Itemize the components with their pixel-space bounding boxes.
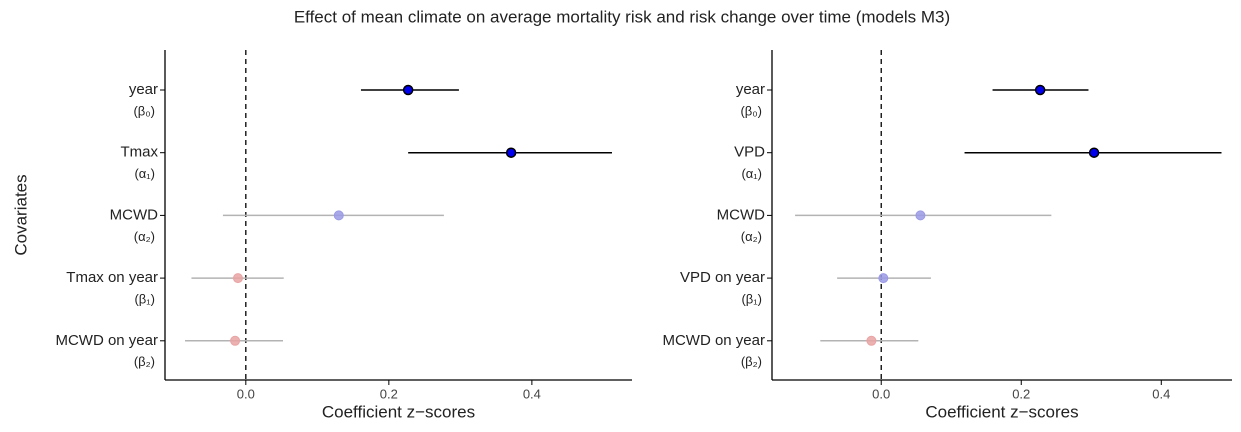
category-symbol: (β₀) [740, 103, 762, 118]
category-label: MCWD [110, 206, 158, 223]
x-axis-label: Coefficient z−scores [925, 402, 1078, 421]
category-symbol: (β₁) [134, 292, 155, 307]
category-symbol: (β₁) [741, 292, 762, 307]
point [1088, 147, 1100, 158]
point [878, 273, 889, 284]
point [915, 210, 926, 221]
x-tick-label: 0.0 [872, 386, 890, 401]
category-label: year [129, 81, 158, 98]
point [402, 84, 414, 96]
y-axis-label: Covariates [11, 174, 30, 255]
category-symbol: (α₂) [741, 229, 762, 244]
category-symbol: (β₂) [741, 354, 762, 369]
category-symbol: (α₂) [134, 229, 155, 244]
x-axis-label: Coefficient z−scores [322, 402, 475, 421]
point [505, 147, 517, 158]
x-tick-label: 0.4 [1152, 386, 1170, 401]
point [333, 210, 344, 221]
category-label: MCWD on year [55, 332, 158, 349]
x-tick-label: 0.0 [237, 386, 255, 401]
x-tick-label: 0.2 [1012, 386, 1030, 401]
point [230, 335, 241, 346]
category-label: MCWD [717, 206, 765, 223]
category-label: VPD [734, 144, 765, 161]
category-symbol: (α₁) [741, 166, 762, 181]
x-tick-label: 0.2 [380, 386, 398, 401]
point [232, 273, 243, 284]
category-label: year [736, 81, 765, 98]
category-symbol: (β₀) [133, 103, 155, 118]
category-symbol: (α₁) [134, 166, 155, 181]
category-label: Tmax on year [66, 269, 158, 286]
x-tick-label: 0.4 [523, 386, 541, 401]
category-symbol: (β₂) [134, 354, 155, 369]
category-label: VPD on year [680, 269, 765, 286]
category-label: Tmax [121, 144, 159, 161]
point [1034, 84, 1046, 96]
category-label: MCWD on year [662, 332, 765, 349]
chart-title: Effect of mean climate on average mortal… [294, 7, 950, 26]
point [866, 335, 877, 346]
